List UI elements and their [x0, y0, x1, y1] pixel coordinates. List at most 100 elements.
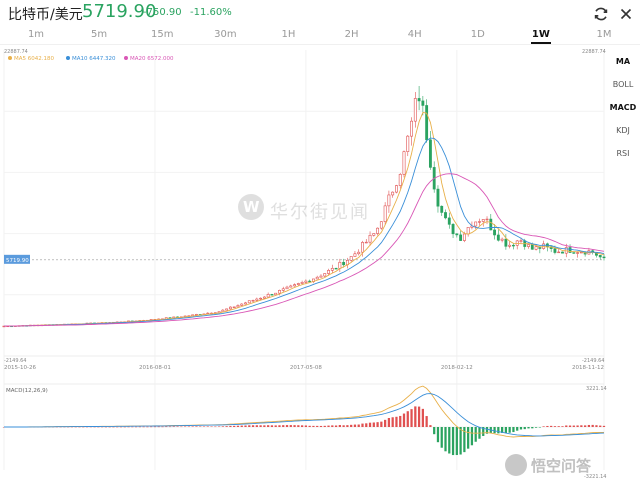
candle-body — [240, 303, 244, 306]
legend-dot — [124, 56, 128, 60]
macd-histogram-bar — [444, 427, 447, 452]
macd-histogram-bar — [150, 426, 153, 428]
macd-histogram-bar — [165, 426, 168, 428]
macd-histogram-bar — [233, 425, 236, 427]
indicator-boll[interactable]: BOLL — [612, 80, 634, 89]
macd-histogram-bar — [319, 425, 323, 427]
macd-histogram-bar — [542, 426, 545, 427]
candle-body — [334, 267, 338, 270]
candle-body — [274, 292, 278, 296]
watermark-text: 华尔街见闻 — [270, 202, 370, 223]
candle-body — [357, 251, 361, 255]
tab-4h[interactable]: 4H — [407, 29, 422, 40]
candle-body — [330, 267, 334, 271]
candle-body — [579, 251, 583, 254]
candle-body — [512, 244, 515, 247]
macd-histogram-bar — [538, 427, 541, 428]
price-chart: 22887.74 22887.74-2149.64 -2149.642015-10-… — [2, 49, 607, 480]
tab-1w[interactable]: 1W — [531, 29, 550, 40]
candle-body — [308, 280, 312, 283]
macd-histogram-bar — [410, 409, 413, 427]
indicator-ma[interactable]: MA — [615, 57, 631, 66]
candle-body — [557, 251, 561, 254]
candle-body — [527, 244, 530, 247]
macd-histogram-bar — [308, 425, 311, 427]
macd-histogram-bar — [244, 425, 247, 427]
candle-body — [402, 151, 406, 175]
macd-histogram-bar — [353, 424, 357, 427]
macd-histogram-bar — [440, 427, 443, 448]
tab-30m[interactable]: 30m — [214, 29, 237, 40]
macd-histogram-bar — [576, 425, 579, 427]
macd-histogram-bar — [451, 427, 455, 456]
macd-histogram-bar — [365, 423, 368, 427]
macd-histogram-bar — [417, 406, 421, 427]
macd-histogram-bar — [278, 425, 281, 427]
candle-body — [342, 261, 346, 266]
candle-body — [372, 233, 376, 236]
macd-histogram-bar — [297, 425, 300, 427]
tab-1h[interactable]: 1H — [281, 29, 296, 40]
macd-histogram-bar — [338, 425, 341, 427]
refresh-icon[interactable] — [592, 5, 610, 23]
candle-body — [568, 247, 572, 253]
indicator-macd[interactable]: MACD — [609, 103, 637, 112]
macd-histogram-bar — [508, 427, 511, 433]
macd-histogram-bar — [500, 427, 504, 433]
macd-histogram-bar — [138, 426, 141, 428]
macd-histogram-bar — [406, 411, 409, 427]
macd-histogram-bar — [516, 427, 519, 431]
candle-body — [576, 252, 580, 254]
tab-1m[interactable]: 1m — [27, 29, 45, 40]
candle-body — [323, 273, 327, 277]
macd-histogram-bar — [391, 417, 394, 427]
candle-body — [421, 100, 425, 106]
macd-histogram-bar — [100, 426, 104, 428]
current-price: 5719.90 — [82, 1, 157, 22]
macd-histogram-bar — [255, 425, 258, 427]
x-tick-label: 2018-02-12 — [441, 365, 473, 371]
macd-histogram-bar — [210, 426, 213, 428]
macd-histogram-bar — [399, 415, 402, 427]
indicator-kdj[interactable]: KDJ — [616, 126, 630, 135]
macd-histogram-bar — [485, 427, 489, 434]
macd-histogram-bar — [568, 425, 572, 427]
macd-histogram-bar — [421, 408, 424, 427]
macd-histogram-bar — [78, 426, 81, 428]
price-change-percent: -11.60% — [190, 7, 232, 18]
tab-5m[interactable]: 5m — [91, 29, 108, 40]
speech-bubble-icon — [505, 454, 527, 476]
candle-body — [444, 212, 447, 219]
candle-body — [296, 283, 300, 285]
macd-histogram-bar — [350, 424, 353, 427]
candle-body — [410, 120, 413, 137]
candle-body — [293, 284, 296, 287]
candle-body — [300, 282, 304, 284]
close-icon[interactable] — [617, 5, 635, 23]
current-price-tag — [4, 254, 30, 264]
candle-body — [338, 261, 342, 269]
tab-2h[interactable]: 2H — [344, 29, 359, 40]
tab-15m[interactable]: 15m — [150, 29, 174, 40]
candle-body — [353, 253, 357, 257]
x-tick-label: 2016-08-01 — [139, 365, 171, 371]
candle-body — [598, 255, 602, 258]
candle-body — [244, 302, 247, 305]
macd-histogram-bar — [217, 426, 221, 427]
macd-histogram-bar — [587, 424, 591, 427]
tab-1m[interactable]: 1M — [596, 29, 612, 40]
macd-histogram-bar — [474, 427, 477, 442]
x-tick-label: 2017-05-08 — [290, 365, 322, 371]
indicator-rsi[interactable]: RSI — [616, 149, 630, 158]
candle-body — [466, 227, 470, 235]
macd-histogram-bar — [142, 426, 145, 428]
macd-histogram-bar — [448, 427, 451, 454]
macd-histogram-bar — [327, 425, 330, 427]
candle-body — [519, 240, 523, 242]
macd-histogram-bar — [331, 425, 334, 427]
x-tick-label: 2018-11-12 — [572, 365, 604, 371]
candle-body — [455, 233, 459, 236]
tab-1d[interactable]: 1D — [470, 29, 485, 40]
candle-body — [436, 188, 440, 207]
legend-dot — [66, 56, 70, 60]
